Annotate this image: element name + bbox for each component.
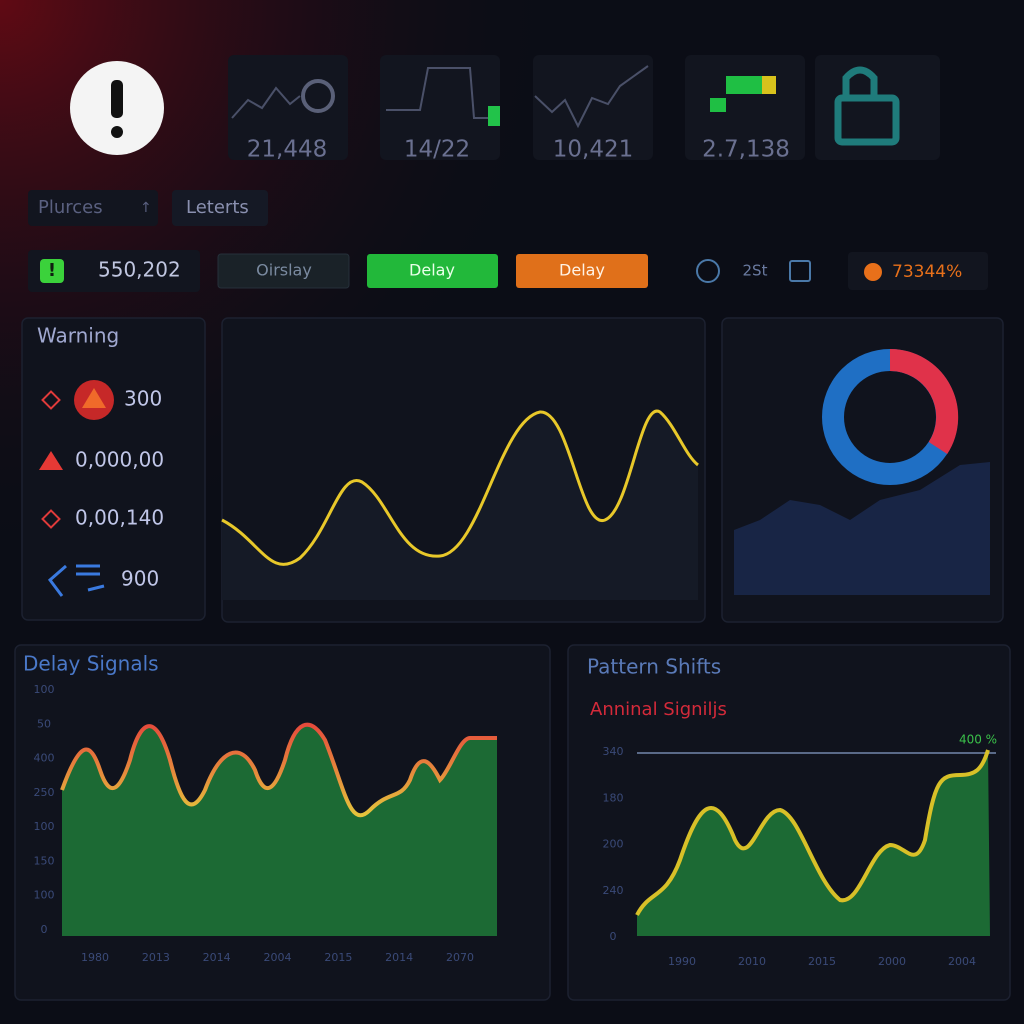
y-tick-label: 100	[34, 889, 55, 902]
calendar-icon	[789, 260, 811, 282]
x-tick-label: 2004	[948, 955, 976, 968]
sparkline	[231, 86, 301, 119]
panel-title: Pattern Shifts	[587, 655, 721, 679]
button-label[interactable]: Delay	[409, 261, 455, 280]
x-tick-label: 2013	[142, 951, 170, 964]
sparkline	[386, 67, 488, 119]
tab-label[interactable]: Plurces	[38, 197, 103, 218]
status-mark: !	[48, 260, 56, 281]
card-value: 2.7,138	[702, 137, 790, 163]
y-tick-label: 400	[34, 752, 55, 765]
tab[interactable]	[172, 190, 268, 226]
warning-value: 900	[121, 567, 159, 591]
gauge-icon	[696, 259, 720, 283]
alert-dot	[111, 126, 123, 138]
warning-triangle	[39, 451, 63, 470]
y-tick-label: 100	[34, 683, 55, 696]
area-fill	[222, 411, 698, 600]
button[interactable]	[217, 253, 350, 289]
x-tick-label: 2004	[264, 951, 292, 964]
sparkline	[534, 65, 649, 129]
warning-value: 300	[124, 387, 162, 411]
card-value: 14/22	[404, 137, 470, 163]
y-tick-label: 180	[603, 791, 624, 804]
warning-value: 0,00,140	[75, 506, 164, 530]
block	[762, 76, 776, 94]
annotation: 400 %	[959, 733, 997, 747]
panel-subtitle: Anninal Signiljs	[590, 699, 727, 720]
pattern-area	[637, 750, 990, 936]
card	[380, 55, 500, 160]
alert-bar	[111, 80, 123, 118]
lock-body	[834, 94, 900, 146]
delay-area	[62, 724, 497, 936]
diamond-icon	[41, 509, 61, 529]
warning-triangle	[82, 388, 106, 408]
panel-title: Delay Signals	[23, 652, 159, 676]
warning-value: 0,000,00	[75, 448, 164, 472]
block	[710, 98, 726, 112]
tab-label[interactable]: Leterts	[186, 197, 249, 218]
diamond-icon	[41, 390, 61, 410]
percent-box	[848, 252, 988, 290]
donut-segment	[889, 348, 959, 454]
pattern-line	[635, 749, 990, 916]
percent: 73344%	[892, 262, 962, 282]
trend-line	[221, 409, 699, 566]
card	[533, 55, 653, 160]
y-tick-label: 340	[603, 745, 624, 758]
delay-axis: 100 50 400 250 100 150 100 0 1980 2013 2014 2004 201…	[34, 683, 475, 964]
warning-panel	[21, 317, 206, 621]
pattern-axis: 340 180 200 240 0 1990 2010 2015 2000 2004	[603, 745, 977, 968]
lock-icon	[842, 66, 878, 100]
button[interactable]	[367, 254, 498, 288]
counter: 550,202	[98, 258, 181, 282]
indicator	[488, 106, 500, 126]
counter-box	[28, 250, 200, 292]
x-tick-label: 1990	[668, 955, 696, 968]
block	[726, 76, 762, 94]
y-tick-label: 200	[603, 838, 624, 851]
x-tick-label: 2014	[203, 951, 231, 964]
x-tick-label: 2014	[385, 951, 413, 964]
status-icon	[40, 259, 64, 283]
delay-line	[60, 722, 497, 818]
y-tick-label: 0	[41, 923, 48, 936]
bar-area	[734, 462, 990, 595]
card-value: 10,421	[553, 137, 633, 163]
x-tick-label: 2070	[446, 951, 474, 964]
flame-icon	[864, 263, 882, 281]
x-tick-label: 2000	[878, 955, 906, 968]
panel-title: Warning	[37, 324, 119, 348]
x-tick-label: 2015	[808, 955, 836, 968]
y-tick-label: 100	[34, 820, 55, 833]
route-icon	[47, 564, 105, 597]
y-tick-label: 0	[610, 930, 617, 943]
tab[interactable]	[28, 190, 158, 226]
y-tick-label: 50	[37, 717, 51, 730]
tab-arrow[interactable]: ↑	[140, 200, 152, 216]
y-tick-label: 150	[34, 854, 55, 867]
button-label[interactable]: Oirslay	[256, 261, 312, 280]
x-tick-label: 1980	[81, 951, 109, 964]
button-label[interactable]: Delay	[559, 261, 605, 280]
x-tick-label: 2015	[324, 951, 352, 964]
x-tick-label: 2010	[738, 955, 766, 968]
y-tick-label: 240	[603, 884, 624, 897]
button[interactable]	[516, 254, 648, 288]
y-tick-label: 250	[34, 786, 55, 799]
card-value: 21,448	[247, 137, 327, 163]
time-label: 2St	[743, 262, 768, 280]
gear-icon	[301, 79, 335, 113]
